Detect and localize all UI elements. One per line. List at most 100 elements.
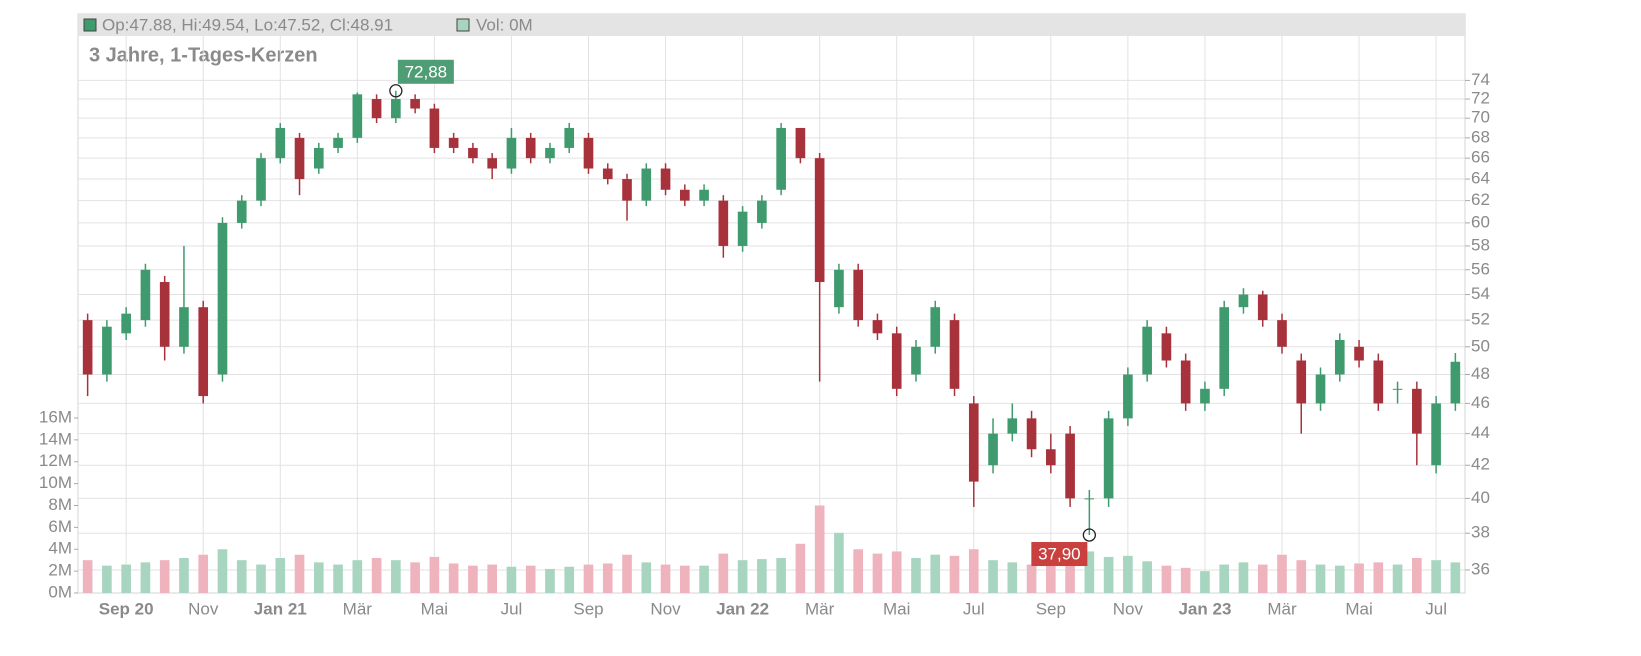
candle-body bbox=[1161, 333, 1172, 361]
y-tick-label: 50 bbox=[1471, 336, 1490, 355]
candle-body bbox=[1007, 418, 1018, 434]
annotation-box bbox=[1031, 542, 1088, 567]
candle-body bbox=[371, 99, 382, 119]
y-tick-label: 60 bbox=[1471, 212, 1490, 231]
candle-body bbox=[275, 127, 286, 159]
candle-body bbox=[1431, 403, 1441, 466]
candle-body bbox=[1238, 294, 1249, 308]
volume-bar bbox=[506, 566, 517, 593]
candle-body bbox=[641, 168, 652, 201]
volume-bar bbox=[371, 558, 382, 593]
x-tick-label: Jul bbox=[963, 599, 985, 618]
x-tick-label: Mai bbox=[1345, 599, 1372, 618]
volume-bar bbox=[602, 563, 613, 593]
volume-bar bbox=[1315, 564, 1326, 593]
volume-bar bbox=[930, 554, 941, 593]
candle-body bbox=[1046, 449, 1056, 466]
candle-body bbox=[140, 269, 151, 321]
candle-body bbox=[795, 127, 806, 159]
candle-body bbox=[1392, 388, 1403, 390]
volume-bar bbox=[891, 551, 902, 593]
y2-tick-label: 12M bbox=[39, 451, 72, 470]
candle-body bbox=[487, 158, 497, 169]
candle-body bbox=[1373, 360, 1384, 404]
volume-bar bbox=[1238, 562, 1249, 593]
volume-bar bbox=[1296, 560, 1307, 593]
candle-body bbox=[82, 320, 93, 375]
volume-bar bbox=[1065, 558, 1075, 593]
volume-bar bbox=[872, 553, 883, 593]
candle-body bbox=[679, 189, 690, 201]
volume-bar bbox=[814, 505, 825, 593]
volume-bar bbox=[1354, 563, 1364, 593]
candle-body bbox=[1450, 361, 1461, 404]
candle-body bbox=[583, 137, 594, 169]
y-tick-label: 52 bbox=[1471, 310, 1490, 329]
y-tick-label: 64 bbox=[1471, 169, 1490, 188]
x-tick-label: Nov bbox=[650, 599, 681, 618]
volume-bar bbox=[795, 543, 806, 593]
candle-body bbox=[448, 137, 459, 148]
volume-swatch bbox=[456, 18, 470, 32]
candle-body bbox=[930, 307, 941, 347]
candle-body bbox=[737, 211, 748, 246]
y-tick-label: 48 bbox=[1471, 364, 1490, 383]
volume-bar bbox=[679, 565, 690, 593]
annotation-label: 72,88 bbox=[405, 62, 448, 81]
candle-body bbox=[217, 222, 228, 375]
y-tick-label: 46 bbox=[1471, 393, 1490, 412]
y-tick-label: 72 bbox=[1471, 89, 1490, 108]
candle-body bbox=[660, 168, 671, 190]
x-tick-label: Mai bbox=[421, 599, 448, 618]
volume-bar bbox=[1334, 565, 1345, 593]
y-tick-label: 42 bbox=[1471, 455, 1490, 474]
volume-bar bbox=[313, 562, 324, 593]
candle-body bbox=[1065, 433, 1075, 499]
volume-bar bbox=[1257, 564, 1268, 593]
volume-bar bbox=[834, 532, 844, 593]
candle-body bbox=[622, 179, 632, 201]
y-tick-label: 68 bbox=[1471, 127, 1490, 146]
volume-bar bbox=[1084, 551, 1095, 593]
volume-bar bbox=[198, 554, 209, 593]
volume-bar bbox=[699, 565, 709, 593]
candle-body bbox=[872, 320, 883, 334]
volume-bar bbox=[564, 566, 575, 593]
volume-bar bbox=[1123, 555, 1133, 593]
volume-bar bbox=[294, 554, 305, 593]
candle-body bbox=[429, 108, 440, 148]
volume-bar bbox=[333, 564, 343, 593]
candle-body bbox=[1084, 498, 1095, 500]
volume-bar bbox=[660, 564, 671, 593]
y-tick-label: 62 bbox=[1471, 190, 1490, 209]
extreme-marker bbox=[389, 84, 403, 98]
y2-tick-label: 14M bbox=[39, 429, 72, 448]
volume-bar bbox=[410, 562, 420, 593]
x-tick-label: Jul bbox=[501, 599, 523, 618]
candle-body bbox=[1277, 320, 1287, 347]
volume-bar bbox=[1103, 556, 1114, 593]
volume-bar bbox=[1219, 564, 1230, 593]
candle-body bbox=[294, 137, 305, 180]
volume-bar bbox=[275, 558, 286, 593]
volume-bar bbox=[1412, 558, 1422, 593]
volume-bar bbox=[217, 549, 228, 593]
candle-body bbox=[545, 147, 555, 159]
y-tick-label: 38 bbox=[1471, 523, 1490, 542]
candle-body bbox=[1123, 374, 1133, 419]
x-tick-label: Mär bbox=[1267, 599, 1297, 618]
volume-bar bbox=[622, 554, 632, 593]
y2-tick-label: 6M bbox=[48, 517, 72, 536]
volume-bar bbox=[1200, 571, 1210, 593]
volume-bar bbox=[121, 564, 131, 593]
y-tick-label: 56 bbox=[1471, 259, 1490, 278]
candle-body bbox=[352, 94, 363, 138]
volume-bar bbox=[159, 560, 170, 593]
candle-body bbox=[391, 99, 401, 119]
volume-bar bbox=[1392, 564, 1403, 593]
y2-tick-label: 16M bbox=[39, 407, 72, 426]
candle-body bbox=[121, 313, 131, 334]
x-tick-label: Mai bbox=[883, 599, 910, 618]
volume-bar bbox=[583, 564, 594, 593]
candle-body bbox=[911, 346, 921, 375]
